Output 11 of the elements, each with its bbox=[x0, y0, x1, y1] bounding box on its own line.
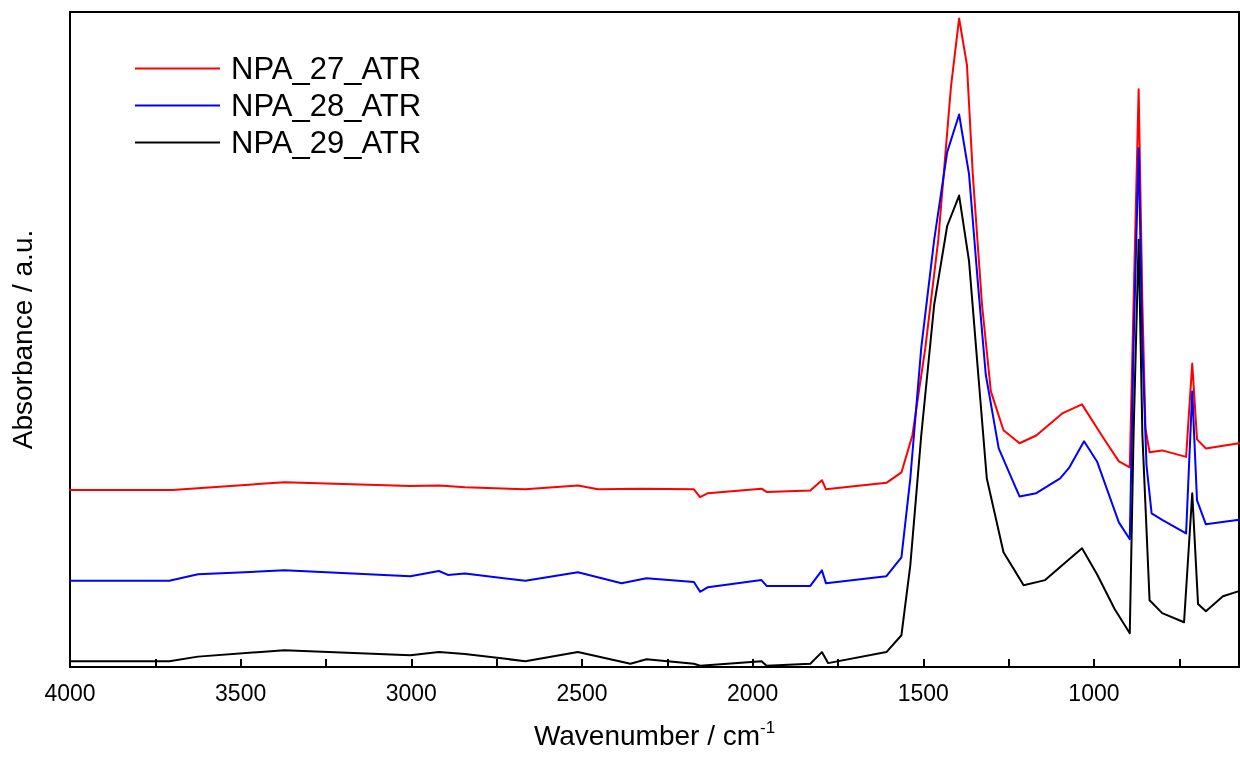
x-tick-label: 2000 bbox=[727, 679, 779, 706]
legend-label: NPA_29_ATR bbox=[231, 125, 422, 160]
x-tick-label: 2500 bbox=[556, 679, 608, 706]
x-tick-label: 1500 bbox=[897, 679, 949, 706]
legend-label: NPA_28_ATR bbox=[231, 88, 422, 123]
x-tick-label: 3000 bbox=[385, 679, 437, 706]
x-tick-label: 3500 bbox=[215, 679, 267, 706]
x-tick-label: 4000 bbox=[44, 679, 96, 706]
x-tick-label: 1000 bbox=[1068, 679, 1120, 706]
y-axis-title: Absorbance / a.u. bbox=[6, 229, 38, 450]
legend-label: NPA_27_ATR bbox=[231, 51, 422, 86]
